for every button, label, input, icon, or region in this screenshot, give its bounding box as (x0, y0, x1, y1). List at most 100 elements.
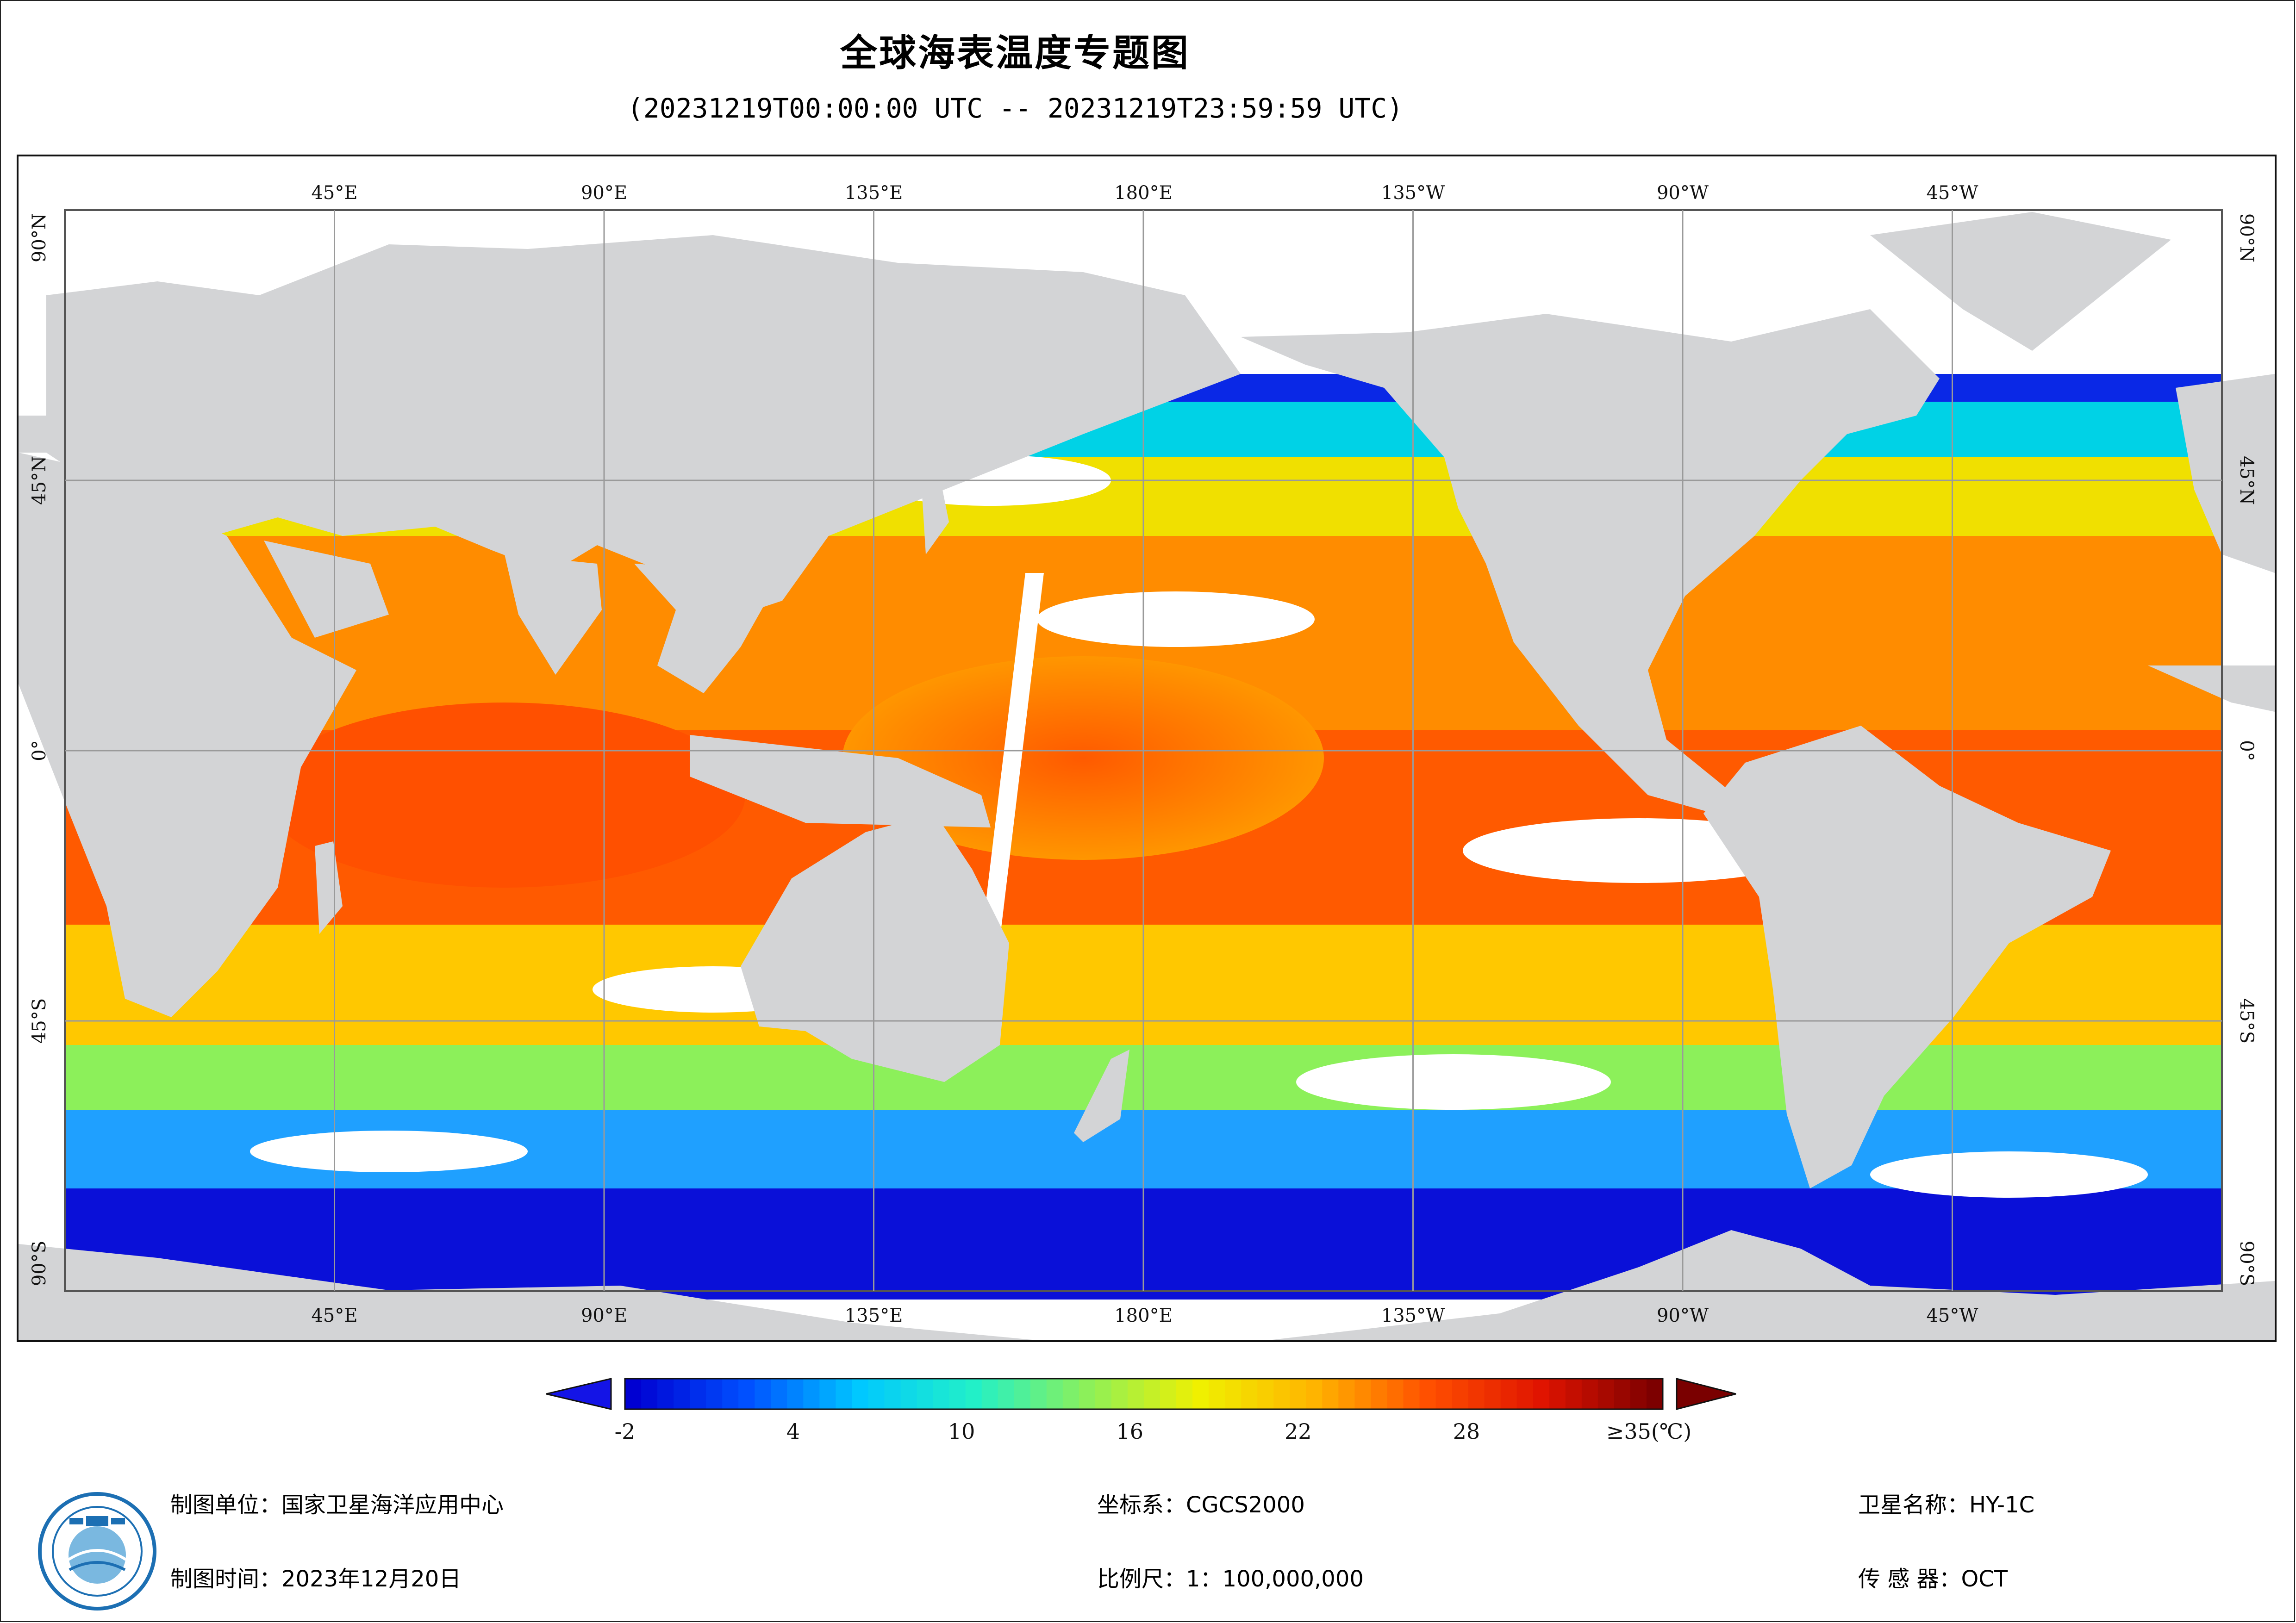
colorbar-cell (1646, 1379, 1663, 1409)
land-japan (921, 476, 949, 554)
mapping-unit: 制图单位：国家卫星海洋应用中心 (170, 1492, 504, 1518)
left-latitude-label: 45°N (29, 456, 50, 505)
colorbar-cell (755, 1379, 771, 1409)
colorbar-cell (965, 1379, 982, 1409)
colorbar-tick-label: ≥35(℃) (1606, 1419, 1691, 1444)
land-madagascar (315, 841, 343, 934)
bottom-longitude-label: 45°W (1926, 1305, 1978, 1326)
satellite-name: 卫星名称：HY-1C (1858, 1492, 2035, 1518)
land-antarctica-west (1268, 1230, 2275, 1340)
colorbar-cell (1614, 1379, 1631, 1409)
bottom-longitude-label: 135°E (845, 1305, 903, 1326)
colorbar-over-arrow (1676, 1378, 1736, 1410)
colorbar-cell (1581, 1379, 1598, 1409)
land-new-zealand (1074, 1050, 1129, 1142)
left-latitude-label: 45°S (29, 998, 50, 1044)
colorbar-cell (998, 1379, 1015, 1409)
colorbar-cell (1419, 1379, 1436, 1409)
right-latitude-label: 90°N (2236, 213, 2257, 262)
map-frame: 45°E 45°E 90°E 90°E 135°E 135°E 180°E 180°E 135°… (17, 155, 2277, 1342)
colorbar-cell (884, 1379, 901, 1409)
colorbar-cell (1565, 1379, 1582, 1409)
top-longitude-label: 90°W (1657, 182, 1709, 204)
colorbar-cell (641, 1379, 658, 1409)
land-europe-west (2176, 374, 2275, 573)
land-arabia (264, 541, 389, 638)
bottom-longitude-label: 135°W (1381, 1305, 1445, 1326)
colorbar-cell (1500, 1379, 1517, 1409)
colorbar-cell (1630, 1379, 1647, 1409)
land-north-america (1241, 309, 1940, 818)
time-range-subtitle: (20231219T00:00:00 UTC -- 20231219T23:59… (627, 93, 1404, 124)
top-longitude-label: 180°E (1114, 182, 1173, 204)
colorbar-cell (1209, 1379, 1225, 1409)
left-latitude-label: 90°S (29, 1241, 50, 1286)
colorbar-labels: -2 4 10 16 22 28 ≥35(℃) (615, 1419, 1692, 1444)
colorbar-cell (706, 1379, 723, 1409)
colorbar-cell (1144, 1379, 1160, 1409)
left-latitude-label: 0° (29, 740, 50, 761)
colorbar-cell (1225, 1379, 1242, 1409)
colorbar-cell (1403, 1379, 1420, 1409)
colorbar-cell (1435, 1379, 1453, 1409)
colorbar-cell (900, 1379, 917, 1409)
colorbar-cell (1354, 1379, 1372, 1409)
colorbar-cell (1030, 1379, 1047, 1409)
colorbar-cell (1160, 1379, 1177, 1409)
cloud-gap (1870, 1151, 2148, 1198)
coordinate-labels: 45°E 45°E 90°E 90°E 135°E 135°E 180°E 180°E 135°… (29, 182, 2257, 1326)
colorbar-cell (1014, 1379, 1031, 1409)
colorbar-tick-label: 22 (1285, 1419, 1312, 1444)
colorbar-cell (1549, 1379, 1566, 1409)
colorbar-cell (1533, 1379, 1550, 1409)
top-longitude-label: 135°W (1381, 182, 1445, 204)
colorbar-cell (738, 1379, 755, 1409)
land-africa (19, 453, 356, 1017)
colorbar-cell (690, 1379, 706, 1409)
graticule (64, 209, 2223, 1292)
land-africa-west (2148, 665, 2275, 712)
colorbar-cell (1452, 1379, 1469, 1409)
colorbar-cell (1338, 1379, 1355, 1409)
colorbar-under-arrow (546, 1378, 612, 1410)
colorbar-cell (657, 1379, 674, 1409)
land-greenland (1870, 212, 2171, 351)
colorbar-cell (1322, 1379, 1339, 1409)
colorbar-tick-label: 28 (1453, 1419, 1480, 1444)
colorbar-cell (722, 1379, 739, 1409)
colorbar-cell (1371, 1379, 1388, 1409)
colorbar-cell (1127, 1379, 1144, 1409)
bottom-longitude-label: 180°E (1114, 1305, 1173, 1326)
colorbar-cell (819, 1379, 836, 1409)
colorbar-cell (981, 1379, 998, 1409)
colorbar-cell (1387, 1379, 1404, 1409)
colorbar-cell (625, 1379, 642, 1409)
cloud-gap (250, 1131, 528, 1172)
right-latitude-label: 45°S (2236, 998, 2257, 1044)
colorbar-cell (1306, 1379, 1323, 1409)
sst-warm-pool-indian (264, 703, 745, 888)
colorbar-cell (787, 1379, 804, 1409)
colorbar-cell (1111, 1379, 1128, 1409)
colorbar-cell (1192, 1379, 1209, 1409)
left-latitude-label: 90°N (29, 213, 50, 262)
colorbar-cell (836, 1379, 853, 1409)
right-latitude-label: 45°N (2236, 456, 2257, 505)
top-longitude-label: 90°E (581, 182, 627, 204)
colorbar-cell (1046, 1379, 1063, 1409)
top-longitude-label: 45°W (1926, 182, 1978, 204)
land-south-america (1703, 726, 2111, 1188)
colorbar-cell (917, 1379, 934, 1409)
map-scale: 比例尺：1：100,000,000 (1097, 1566, 1364, 1592)
coordinate-system: 坐标系：CGCS2000 (1097, 1492, 1305, 1518)
colorbar-cell (868, 1379, 885, 1409)
colorbar-cell (1257, 1379, 1274, 1409)
right-latitude-label: 0° (2236, 740, 2257, 761)
land-eurasia (19, 235, 1241, 624)
colorbar-tick-label: -2 (615, 1419, 636, 1444)
colorbar-tick-label: 16 (1116, 1419, 1143, 1444)
bottom-longitude-label: 90°W (1657, 1305, 1709, 1326)
colorbar-cell (1484, 1379, 1501, 1409)
colorbar-cell (1597, 1379, 1615, 1409)
land-indonesia (690, 735, 991, 827)
